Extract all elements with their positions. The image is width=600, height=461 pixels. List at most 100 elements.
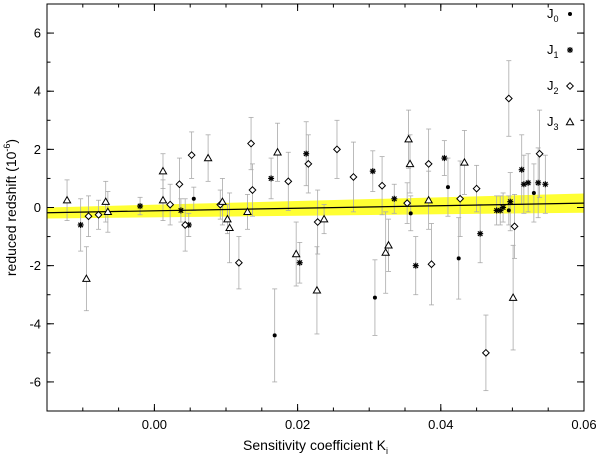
data-point	[456, 256, 461, 261]
data-point	[304, 159, 313, 168]
legend: J0 J1 J2 J3	[547, 6, 575, 132]
data-point	[94, 210, 103, 219]
x-tick-label: 0.00	[142, 417, 167, 432]
data-point	[372, 295, 377, 300]
data-point	[319, 214, 329, 223]
data-point	[384, 240, 393, 249]
data-point	[481, 348, 490, 357]
y-tick-label: 2	[34, 142, 41, 157]
data-point	[158, 195, 168, 204]
y-tick-label: -6	[29, 374, 41, 389]
data-point	[312, 285, 322, 294]
data-point	[166, 200, 175, 209]
legend-marker	[565, 81, 575, 91]
legend-item-triangle: J3	[547, 114, 575, 132]
series-triangle	[62, 134, 518, 301]
data-point	[408, 211, 413, 216]
data-point	[525, 179, 532, 186]
series-diamond	[84, 94, 544, 357]
legend-label: J0	[547, 6, 559, 24]
plot-area	[47, 60, 584, 392]
data-point	[248, 186, 257, 195]
data-point	[291, 249, 301, 258]
data-point	[222, 214, 232, 223]
data-point	[508, 293, 518, 301]
data-point	[518, 166, 525, 173]
data-point	[84, 212, 93, 221]
data-point	[272, 333, 277, 338]
data-point	[456, 194, 465, 203]
data-point	[101, 197, 111, 205]
data-point	[500, 204, 507, 211]
data-point	[273, 147, 283, 156]
data-point	[187, 151, 196, 160]
y-tick-label: -4	[29, 316, 41, 331]
data-point	[247, 139, 256, 148]
data-point	[303, 150, 310, 157]
y-tick-label: 0	[34, 200, 41, 215]
data-point	[313, 218, 322, 227]
data-point	[542, 181, 549, 188]
legend-label: J3	[547, 114, 559, 132]
data-point	[531, 190, 536, 195]
data-point	[81, 274, 91, 282]
series-dot	[191, 185, 536, 338]
data-point	[391, 195, 398, 202]
series-asterisk	[77, 150, 549, 269]
x-axis-title: Sensitivity coefficient Ki	[243, 437, 388, 456]
data-point	[77, 221, 84, 228]
x-axis-title-text: Sensitivity coefficient K	[243, 437, 387, 453]
data-point	[441, 155, 448, 162]
y-tick-label: 4	[34, 84, 41, 99]
data-point	[62, 195, 72, 204]
y-tick-label: -2	[29, 258, 41, 273]
data-point	[459, 157, 469, 166]
data-point	[296, 259, 303, 266]
data-point	[378, 181, 387, 190]
data-point	[506, 208, 511, 213]
data-point	[535, 179, 542, 186]
y-axis-title-end: )	[3, 139, 19, 144]
data-point	[412, 262, 419, 269]
data-point	[268, 175, 275, 182]
x-tick-label: 0.04	[428, 417, 453, 432]
y-axis-title: reduced redshift (10-6)	[2, 139, 19, 276]
data-point	[284, 177, 293, 186]
data-point	[504, 94, 513, 103]
x-tick-label: 0.02	[285, 417, 310, 432]
data-point	[427, 260, 436, 269]
x-tick-label: 0.06	[571, 417, 596, 432]
data-point	[477, 230, 484, 237]
data-point	[507, 198, 514, 205]
legend-item-asterisk: J1	[547, 42, 573, 60]
data-point	[472, 184, 481, 193]
data-point	[203, 153, 213, 162]
axes: 0.00 0.02 0.04 0.06 -6 -4 -2 0 2 4 6	[29, 3, 597, 432]
data-point	[381, 247, 391, 256]
data-point	[181, 220, 190, 229]
legend-label: J1	[547, 42, 559, 60]
y-tick-label: 6	[34, 26, 41, 41]
data-point	[234, 258, 243, 267]
data-point	[424, 159, 433, 168]
data-point	[510, 222, 519, 231]
data-point	[243, 207, 252, 216]
data-point	[103, 207, 113, 216]
data-point	[403, 199, 412, 208]
data-point	[158, 166, 168, 175]
legend-marker	[565, 117, 575, 126]
y-axis-title-text: reduced redshift (10	[3, 151, 19, 276]
data-point	[177, 207, 184, 214]
error-bars	[64, 60, 548, 392]
data-point	[535, 149, 544, 158]
data-point	[404, 134, 414, 143]
data-point	[225, 223, 235, 232]
data-point	[137, 203, 144, 210]
data-point	[405, 159, 415, 168]
data-point	[424, 195, 434, 204]
data-point	[349, 172, 358, 181]
x-axis-title-subscript: i	[386, 446, 388, 456]
legend-marker	[567, 47, 573, 53]
legend-marker	[568, 12, 572, 16]
